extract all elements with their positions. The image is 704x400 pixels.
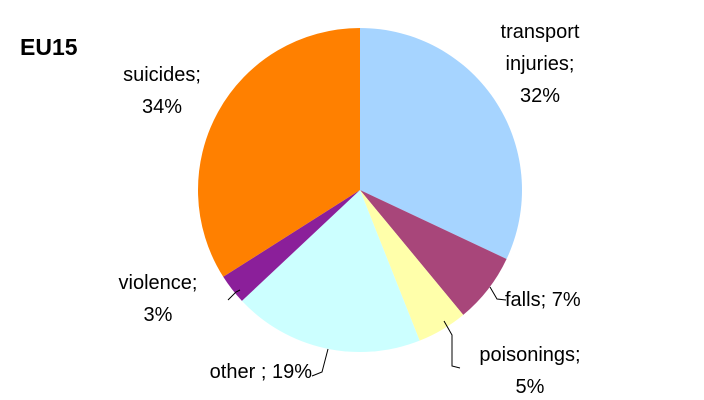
category-label: transport injuries; [500,21,580,75]
leader-line [489,286,507,301]
category-label: suicides; [123,64,201,86]
category-label: other ; [209,361,267,383]
value-label: 7% [551,289,581,311]
value-label: 32% [519,85,561,107]
slice [360,190,464,341]
slice-label: poisonings; 5% [462,339,598,400]
slice-label: suicides; 34% [100,59,224,123]
slice [360,190,507,315]
slice [360,28,522,259]
leader-line [227,289,241,301]
leader-line [311,348,329,377]
value-label: 19% [271,361,312,383]
slice-label: transport injuries; 32% [480,16,600,112]
value-label: 5% [515,376,545,398]
slice-label: falls; 7% [505,284,615,316]
category-label: violence; [118,272,198,294]
chart-title: EU15 [20,34,78,60]
category-label: falls; [505,289,547,311]
value-label: 34% [141,96,183,118]
slice-label: other ; 19% [150,356,312,388]
leader-line [443,320,461,369]
slice-label: violence; 3% [100,267,216,331]
value-label: 3% [143,304,173,326]
slice [197,28,360,277]
slice [223,190,360,301]
slice [241,190,420,352]
category-label: poisonings; [479,344,581,366]
